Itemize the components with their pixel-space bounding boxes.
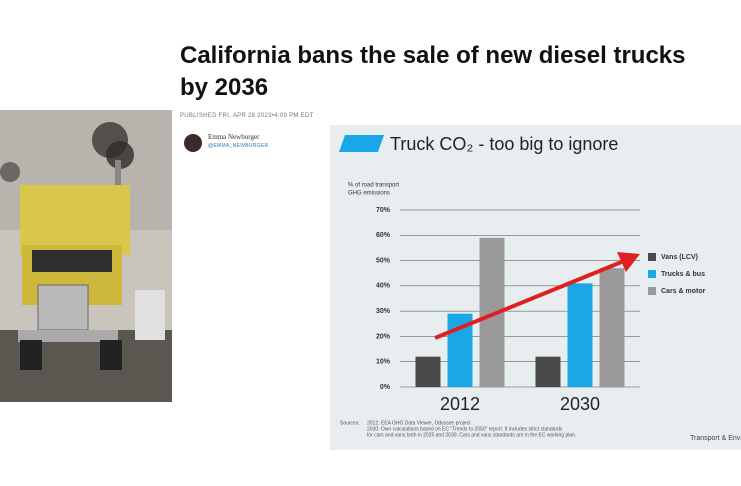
- legend-swatch: [648, 287, 656, 295]
- bar: [567, 283, 593, 387]
- legend-swatch: [648, 253, 656, 261]
- sources-line: for cars and vans both in 2025 and 2030.…: [367, 432, 576, 438]
- y-tick-label: 0%: [380, 384, 391, 391]
- x-tick-label: 2012: [440, 394, 480, 414]
- chart-title: Truck CO₂ - too big to ignore: [390, 134, 618, 154]
- chart-panel: [330, 125, 741, 450]
- bar: [535, 356, 561, 387]
- legend-label: Cars & motor: [661, 288, 706, 295]
- bar: [599, 268, 625, 387]
- headline: California bans the sale of new diesel t…: [180, 42, 686, 101]
- sources-label: Sources:: [340, 420, 360, 426]
- sources-line: 2012: EEA GHG Data Viewer, Odyssee proje…: [367, 420, 471, 426]
- y-tick-label: 40%: [376, 283, 391, 290]
- author-name[interactable]: Emma Newburger: [208, 133, 260, 141]
- credit: Transport & Env: [690, 435, 741, 442]
- y-tick-label: 20%: [376, 333, 391, 340]
- author-handle[interactable]: @EMMA_NEWBURGER: [208, 143, 269, 149]
- y-tick-label: 10%: [376, 359, 391, 366]
- bar: [415, 356, 441, 387]
- y-axis-label: % of road transport: [348, 183, 399, 189]
- x-tick-label: 2030: [560, 394, 600, 414]
- y-tick-label: 60%: [376, 232, 391, 239]
- trend-arrow: [434, 259, 625, 340]
- legend-label: Trucks & bus: [661, 271, 705, 278]
- legend-swatch: [648, 270, 656, 278]
- legend-label: Vans (LCV): [661, 254, 698, 261]
- y-tick-label: 50%: [376, 257, 391, 264]
- author-avatar: [184, 134, 202, 152]
- y-tick-label: 30%: [376, 308, 391, 315]
- y-tick-label: 70%: [376, 207, 391, 214]
- y-axis-label: GHG emissions: [348, 191, 390, 197]
- truck-photo: [0, 110, 172, 402]
- sources-line: 2030: Own calculations based on EC "Tren…: [367, 426, 563, 432]
- published-date: PUBLISHED FRI, APR 28 2023•4:09 PM EDT: [180, 113, 314, 119]
- trend-arrowhead: [617, 252, 640, 272]
- title-marker: [339, 135, 384, 152]
